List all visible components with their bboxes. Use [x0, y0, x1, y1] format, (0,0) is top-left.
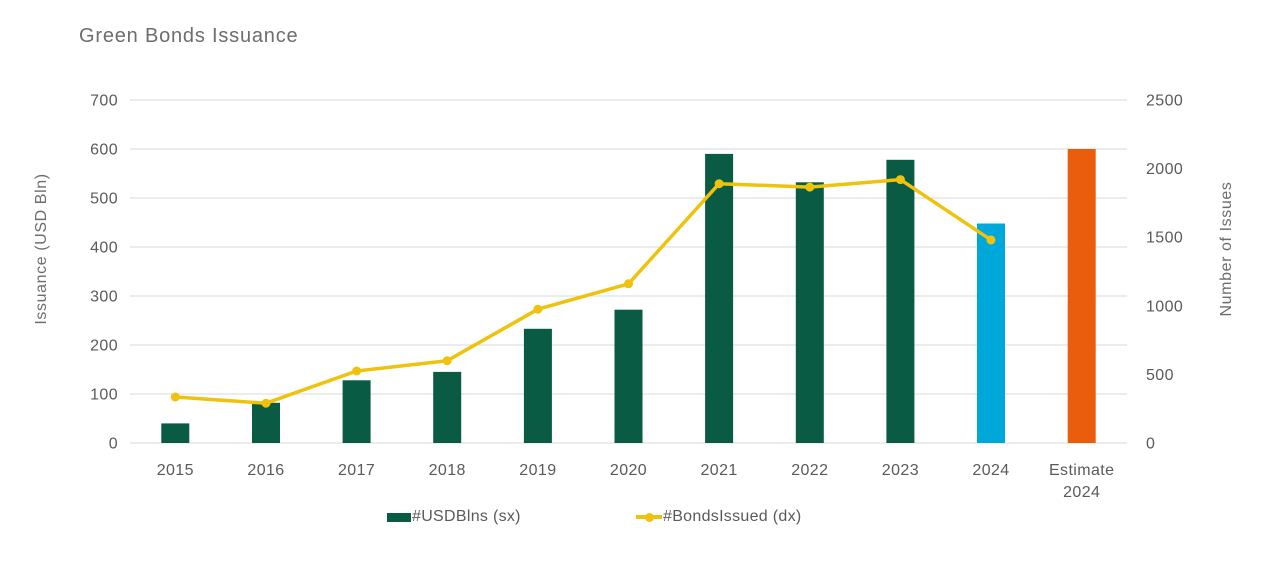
labels-layer: 0 100 200 300 400 500 600 700 0 500 1000 1500 2000 25…	[90, 93, 1183, 502]
legend-item-usdblns: #USDBlns (sx)	[387, 508, 521, 526]
x-tick-label-2024: 2024	[972, 462, 1009, 479]
bar-series-swatch-icon	[387, 512, 411, 522]
line-marker-2024	[986, 235, 996, 245]
line-series-swatch-icon	[636, 512, 662, 522]
bar-2019	[523, 328, 552, 443]
bar-2022	[795, 182, 824, 444]
bar-2018	[433, 371, 462, 443]
left-axis-tick-label: 600	[90, 142, 118, 159]
line-marker-2019	[533, 304, 543, 314]
left-axis-tick-label: 0	[109, 436, 118, 453]
x-tick-label-2016: 2016	[247, 462, 284, 479]
x-tick-label-2021: 2021	[700, 462, 737, 479]
left-axis-tick-label: 500	[90, 191, 118, 208]
x-tick-label-2017: 2017	[338, 462, 375, 479]
line-series-legend-label: #BondsIssued (dx)	[663, 508, 802, 525]
right-axis-tick-label: 0	[1146, 436, 1155, 453]
right-axis-tick-label: 2000	[1146, 161, 1183, 178]
x-tick-label-estimate-2024: Estimate 2024	[1049, 462, 1114, 501]
line-marker-2016	[261, 398, 271, 408]
line-marker-2018	[442, 356, 452, 366]
bar-estimate-2024	[1067, 149, 1096, 443]
left-axis-tick-label: 700	[90, 93, 118, 110]
right-axis-tick-label: 2500	[1146, 93, 1183, 110]
left-axis-title: Issuance (USD Bln)	[33, 173, 50, 324]
bar-2023	[886, 159, 915, 444]
bars-layer	[161, 149, 1096, 444]
legend-item-bondsissued: #BondsIssued (dx)	[636, 508, 802, 526]
bar-series-legend-label: #USDBlns (sx)	[412, 508, 521, 525]
right-axis-tick-label: 500	[1146, 367, 1174, 384]
bar-2016	[252, 402, 280, 443]
left-axis-tick-label: 100	[90, 387, 118, 404]
x-tick-label-2015: 2015	[157, 462, 194, 479]
bonds-issued-line	[173, 177, 993, 405]
bar-2015	[161, 423, 190, 443]
left-axis-tick-label: 200	[90, 338, 118, 355]
bar-2020	[614, 309, 643, 443]
right-axis-tick-label: 1000	[1146, 298, 1183, 315]
line-series-dot-icon	[644, 512, 654, 522]
line-marker-2015	[170, 392, 180, 402]
legend: #USDBlns (sx) #BondsIssued (dx)	[0, 508, 1272, 532]
line-marker-2022	[805, 182, 815, 192]
chart-title: Green Bonds Issuance	[79, 25, 299, 47]
right-axis-tick-label: 1500	[1146, 230, 1183, 247]
line-marker-2023	[895, 175, 905, 185]
x-tick-label-2020: 2020	[610, 462, 647, 479]
x-tick-label-2018: 2018	[429, 462, 466, 479]
bar-2021	[705, 153, 734, 443]
line-marker-2017	[352, 366, 362, 376]
left-axis-tick-label: 300	[90, 289, 118, 306]
x-tick-label-2022: 2022	[791, 462, 828, 479]
x-tick-label-2019: 2019	[519, 462, 556, 479]
line-marker-2021	[714, 179, 724, 189]
bar-2024	[977, 223, 1005, 443]
line-layer	[170, 175, 996, 408]
left-axis-tick-label: 400	[90, 240, 118, 257]
line-marker-2020	[624, 279, 633, 289]
right-axis-title: Number of Issues	[1218, 182, 1235, 317]
x-tick-label-2023: 2023	[882, 462, 919, 479]
bar-2017	[342, 380, 371, 443]
